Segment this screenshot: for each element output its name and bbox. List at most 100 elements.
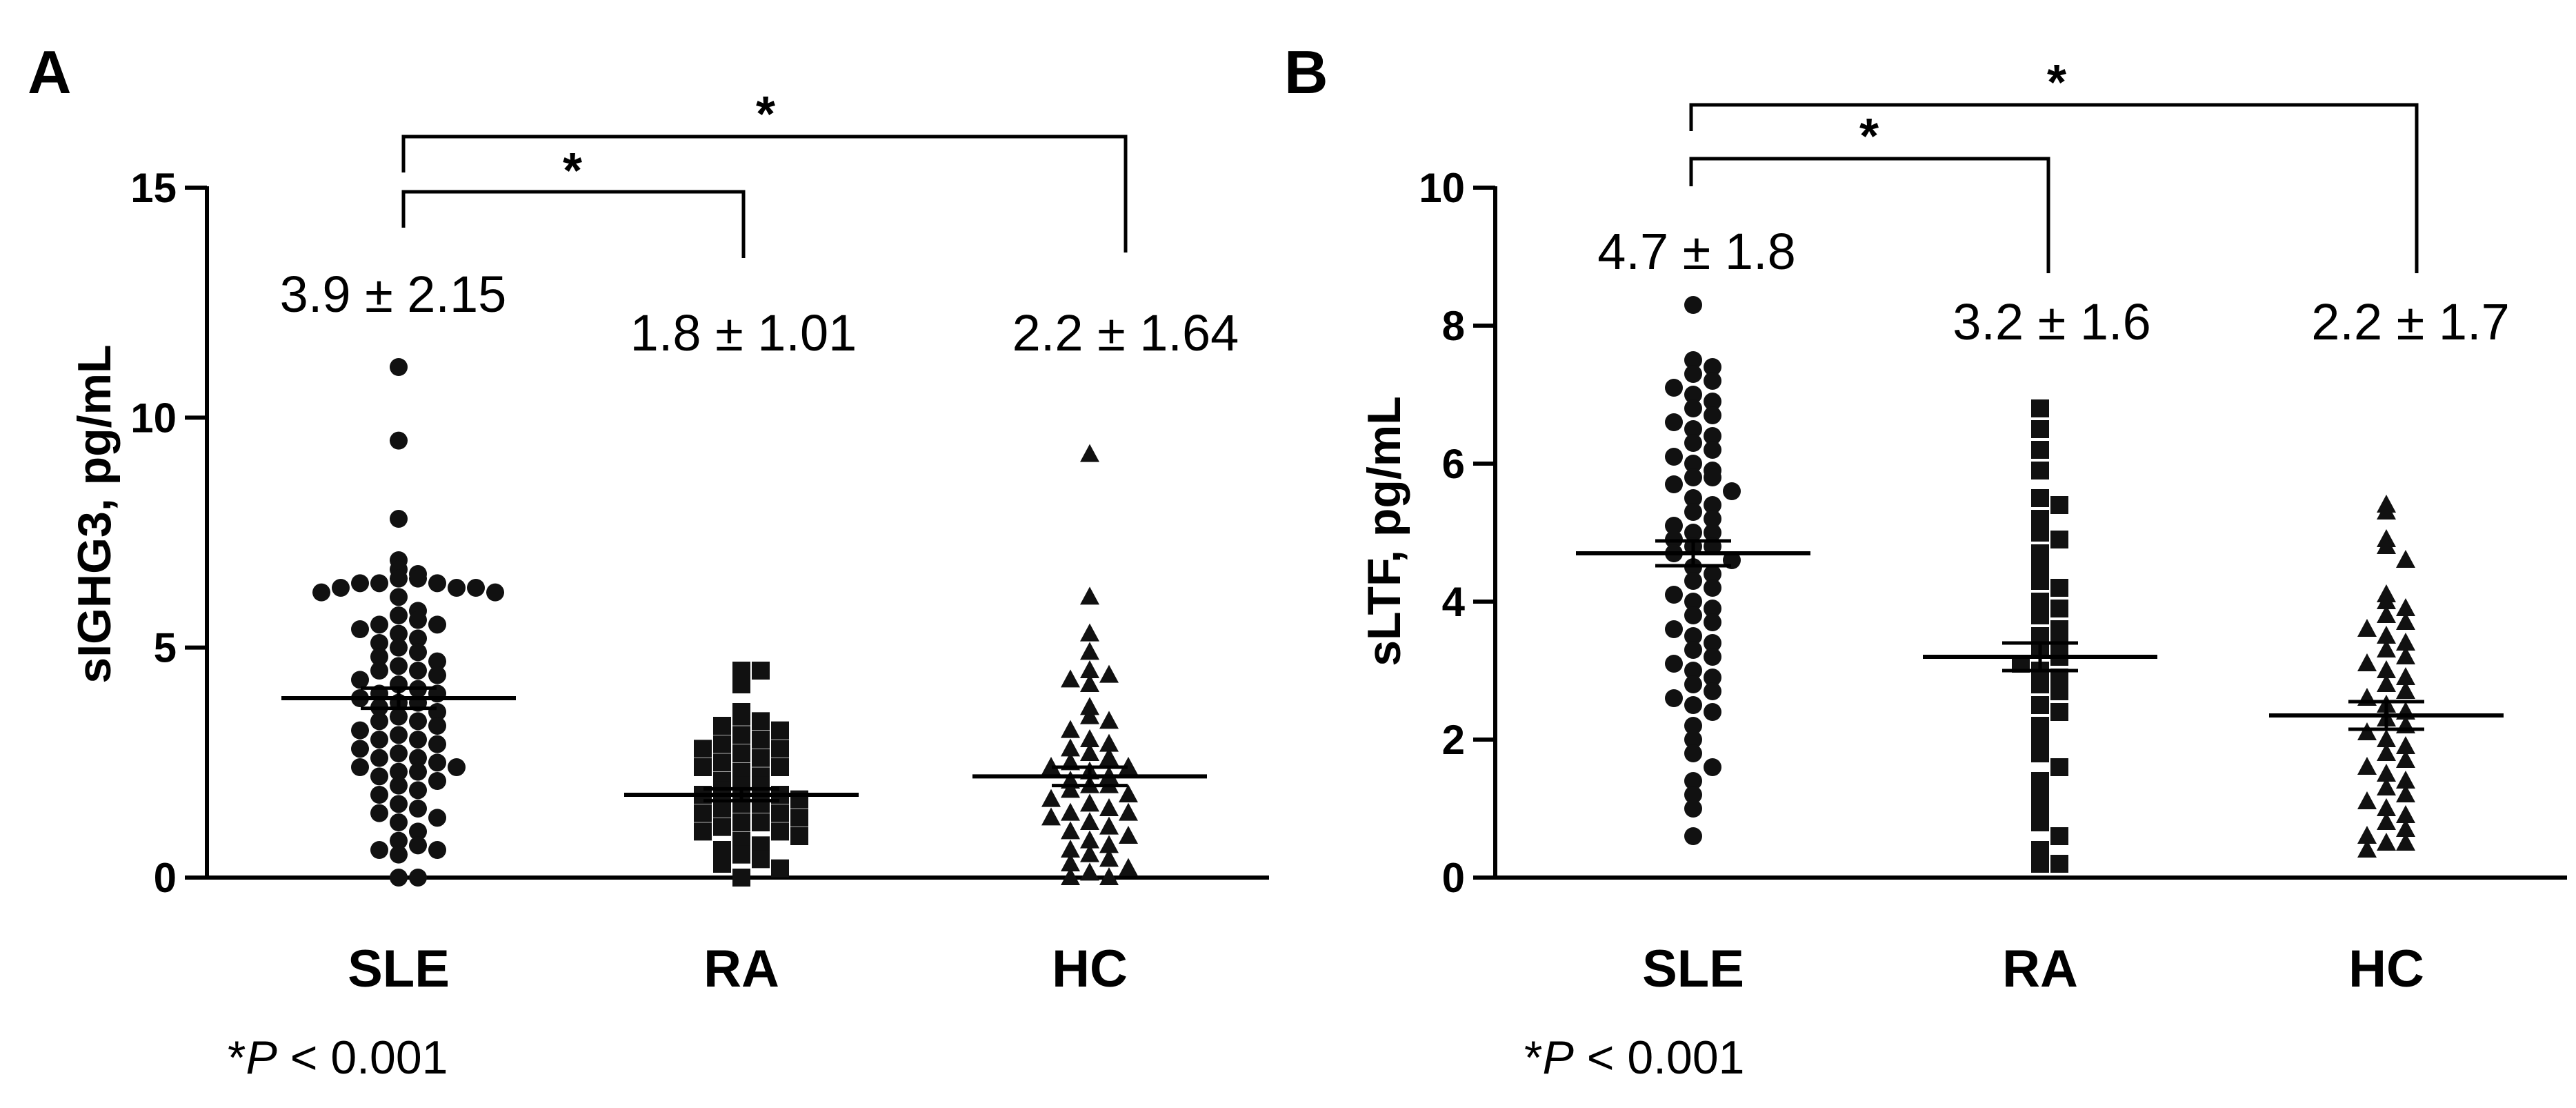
panel-a-sle-point bbox=[428, 574, 446, 593]
panel-a-sle-point bbox=[370, 841, 388, 859]
panel-b-sle-point bbox=[1665, 448, 1683, 466]
panel-b-sle-point bbox=[1684, 434, 1702, 452]
panel-b-points bbox=[1665, 296, 2415, 873]
panel-a-ra-point bbox=[732, 744, 750, 762]
panel-b-hc-point bbox=[2377, 502, 2396, 520]
panel-b-sle-point bbox=[1684, 827, 1702, 845]
panel-a-sle-point bbox=[486, 583, 504, 602]
panel-b-y-ticks: 0 2 4 6 8 10 bbox=[1419, 165, 1495, 901]
panel-b-sle-point bbox=[1684, 731, 1702, 749]
panel-b-footnote-symbol: * bbox=[1524, 1031, 1542, 1084]
panel-a-hc-point bbox=[1099, 816, 1119, 835]
panel-b-hc-point bbox=[2396, 646, 2415, 664]
panel-b-ra-point bbox=[2050, 855, 2068, 873]
panel-a-sle-point bbox=[428, 841, 446, 859]
panel-b-ra-point bbox=[2031, 606, 2049, 624]
panel-b-hc-point bbox=[2377, 764, 2396, 782]
panel-a-hc-point bbox=[1080, 844, 1099, 862]
panel-a-ra-point bbox=[771, 721, 789, 740]
panel-a-sle-point bbox=[390, 831, 408, 850]
panel-b-sle-point bbox=[1704, 682, 1721, 700]
panel-b-sle-point bbox=[1704, 565, 1721, 583]
panel-b-sle-point bbox=[1704, 600, 1721, 617]
panel-a-hc-point bbox=[1041, 757, 1061, 775]
panel-a-hc-point bbox=[1080, 830, 1099, 849]
panel-a-sle-point bbox=[370, 749, 388, 767]
panel-a-sle-point bbox=[370, 712, 388, 731]
panel-b-hc-point bbox=[2377, 778, 2396, 795]
panel-b-sle-point bbox=[1684, 744, 1702, 762]
panel-a-ra-point bbox=[694, 740, 712, 758]
panel-a-sle-point bbox=[428, 753, 446, 772]
panel-a-hc-point bbox=[1080, 660, 1099, 678]
panel-b-sle-point bbox=[1684, 786, 1702, 804]
panel-a-sle-point bbox=[428, 652, 446, 671]
panel-a-ra-point bbox=[771, 758, 789, 776]
panel-a-y-tick-label: 5 bbox=[154, 625, 177, 671]
panel-a-hc-point bbox=[1099, 747, 1119, 766]
panel-b-significance-star: * bbox=[2047, 55, 2066, 110]
panel-b-ra-point bbox=[2031, 572, 2049, 590]
panel-a-hc-point bbox=[1099, 849, 1119, 867]
panel-a-hc-point bbox=[1099, 733, 1119, 752]
panel-b-stat-sle: 4.7 ± 1.8 bbox=[1597, 223, 1795, 280]
panel-a-sle-point bbox=[370, 648, 388, 666]
panel-b-hc-point bbox=[2396, 633, 2415, 651]
panel-b-ra-point bbox=[2050, 531, 2068, 548]
panel-a-stat-sle: 3.9 ± 2.15 bbox=[280, 266, 507, 323]
panel-a-ra-point bbox=[752, 712, 770, 731]
panel-a-ra-point bbox=[732, 869, 750, 887]
panel-a-sle-point bbox=[409, 569, 427, 588]
panel-a-hc-point bbox=[1080, 812, 1099, 830]
panel-b-sle-point bbox=[1704, 393, 1721, 410]
panel-b-hc-point bbox=[2377, 743, 2396, 761]
panel-a-ra-point bbox=[790, 827, 808, 845]
panel-a-ra-point bbox=[752, 850, 770, 869]
panel-a-y-tick-label: 10 bbox=[130, 395, 177, 441]
panel-a-hc-point bbox=[1061, 780, 1080, 798]
panel-a-hc-point bbox=[1061, 867, 1080, 885]
panel-b-footnote-value: < 0.001 bbox=[1574, 1031, 1745, 1084]
panel-b-footnote-p: P bbox=[1542, 1031, 1573, 1084]
panel-a-sle-point bbox=[390, 813, 408, 831]
panel-b-hc-point bbox=[2357, 840, 2377, 858]
panel-b-sle-point bbox=[1723, 482, 1741, 500]
panel-a-sle-point bbox=[370, 574, 388, 593]
panel-b-ra-point bbox=[2031, 489, 2049, 507]
panel-b-sle-point bbox=[1704, 496, 1721, 514]
panel-a-hc-point bbox=[1061, 840, 1080, 858]
panel-b-ra-point bbox=[2031, 524, 2049, 542]
panel-b-y-tick-label: 6 bbox=[1442, 441, 1465, 487]
panel-b-sle-point bbox=[1684, 627, 1702, 645]
panel-a-sle-point bbox=[390, 845, 408, 864]
panel-b-stat-ra: 3.2 ± 1.6 bbox=[1953, 293, 2150, 350]
panel-a-sle-point bbox=[409, 731, 427, 749]
panel-a-significance-star: * bbox=[563, 144, 582, 199]
panel-b-sle-point bbox=[1684, 386, 1702, 404]
panel-a-sle-point bbox=[390, 744, 408, 762]
panel-a-ra-point bbox=[771, 804, 789, 822]
panel-b-y-axis-label: sLTF, pg/mL bbox=[1358, 396, 1410, 666]
panel-b-ra-point bbox=[2050, 758, 2068, 776]
panel-a-sle-point bbox=[428, 717, 446, 735]
panel-a-sle-point bbox=[409, 749, 427, 767]
panel-a-hc-point bbox=[1080, 862, 1099, 881]
panel-a-means bbox=[281, 686, 1207, 803]
panel-b-hc-point bbox=[2377, 591, 2396, 609]
panel-a-sle-point bbox=[370, 615, 388, 634]
panel-b-sle-point bbox=[1684, 420, 1702, 438]
panel-a-hc-point bbox=[1099, 798, 1119, 816]
panel-b-hc-point bbox=[2396, 667, 2415, 685]
panel-a-hc-point bbox=[1099, 711, 1119, 729]
panel-b-hc-point bbox=[2377, 812, 2396, 830]
panel-b-sle-point bbox=[1684, 675, 1702, 693]
panel-a-sle-point bbox=[428, 615, 446, 634]
panel-a-y-tick-label: 15 bbox=[130, 165, 177, 211]
panel-b-ra-point bbox=[2031, 855, 2049, 873]
panel-b-hc-point bbox=[2396, 819, 2415, 837]
panel-b-sle-point bbox=[1665, 475, 1683, 493]
panel-b-ra-point bbox=[2050, 496, 2068, 514]
panel-b-sle-point bbox=[1704, 406, 1721, 424]
panel-a-sle-point bbox=[409, 712, 427, 731]
panel-b-hc-point bbox=[2396, 833, 2415, 851]
